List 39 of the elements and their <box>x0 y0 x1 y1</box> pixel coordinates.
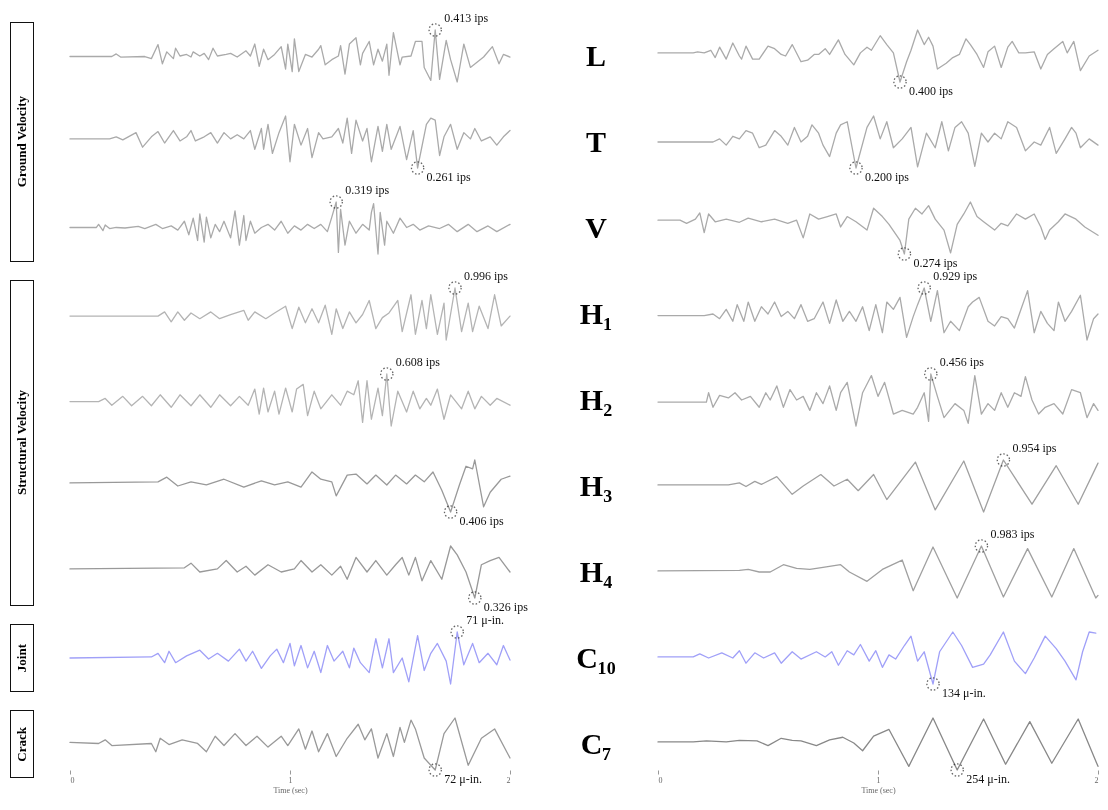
x-tick-label: 0 <box>70 775 75 785</box>
x-tick-label: 1 <box>288 775 293 785</box>
y-axis-title: Ground Velocity <box>14 96 30 188</box>
annotation: 0.929 ips <box>933 269 978 283</box>
chart-title: H₂ <box>578 382 614 418</box>
annotation: 0.983 ips <box>990 527 1035 541</box>
y-axis-title: Joint <box>14 643 30 673</box>
annotation: 0.456 ips <box>939 355 985 369</box>
annotation: 0.261 ips <box>426 170 471 184</box>
annotation: 254 μ-in. <box>966 772 1010 786</box>
chart-title: H₁ <box>578 296 614 332</box>
annotation: 0.608 ips <box>395 355 441 369</box>
chart-title: H₃ <box>578 468 614 504</box>
annotation: 72 μ-in. <box>444 772 482 786</box>
annotation: 0.413 ips <box>444 11 489 25</box>
annotation: 0.319 ips <box>345 183 390 197</box>
annotation: 0.326 ips <box>483 600 529 614</box>
x-axis-title: Time (sec) <box>273 785 308 795</box>
annotation: 0.954 ips <box>1012 441 1057 455</box>
annotation: 134 μ-in. <box>942 686 986 700</box>
annotation: 0.400 ips <box>909 84 954 98</box>
chart-title: H₄ <box>578 554 614 590</box>
x-tick-label: 0 <box>658 775 663 785</box>
annotation: 0.996 ips <box>464 269 509 283</box>
x-axis-title: Time (sec) <box>861 785 896 795</box>
annotation: 71 μ-in. <box>466 613 504 627</box>
x-tick-label: 2 <box>506 775 511 785</box>
chart-title: T <box>585 124 607 160</box>
y-axis-title: Crack <box>14 726 30 762</box>
chart-title: L <box>585 38 607 74</box>
x-tick-label: 2 <box>1094 775 1099 785</box>
chart-title: C₇ <box>579 726 613 762</box>
y-axis-title: Structural Velocity <box>14 390 30 496</box>
chart-title: V <box>584 210 608 246</box>
x-tick-label: 1 <box>876 775 881 785</box>
annotation: 0.200 ips <box>865 170 910 184</box>
annotation: 0.406 ips <box>459 514 504 528</box>
annotation: 0.274 ips <box>913 256 958 270</box>
chart-title: C₁₀ <box>575 640 617 676</box>
